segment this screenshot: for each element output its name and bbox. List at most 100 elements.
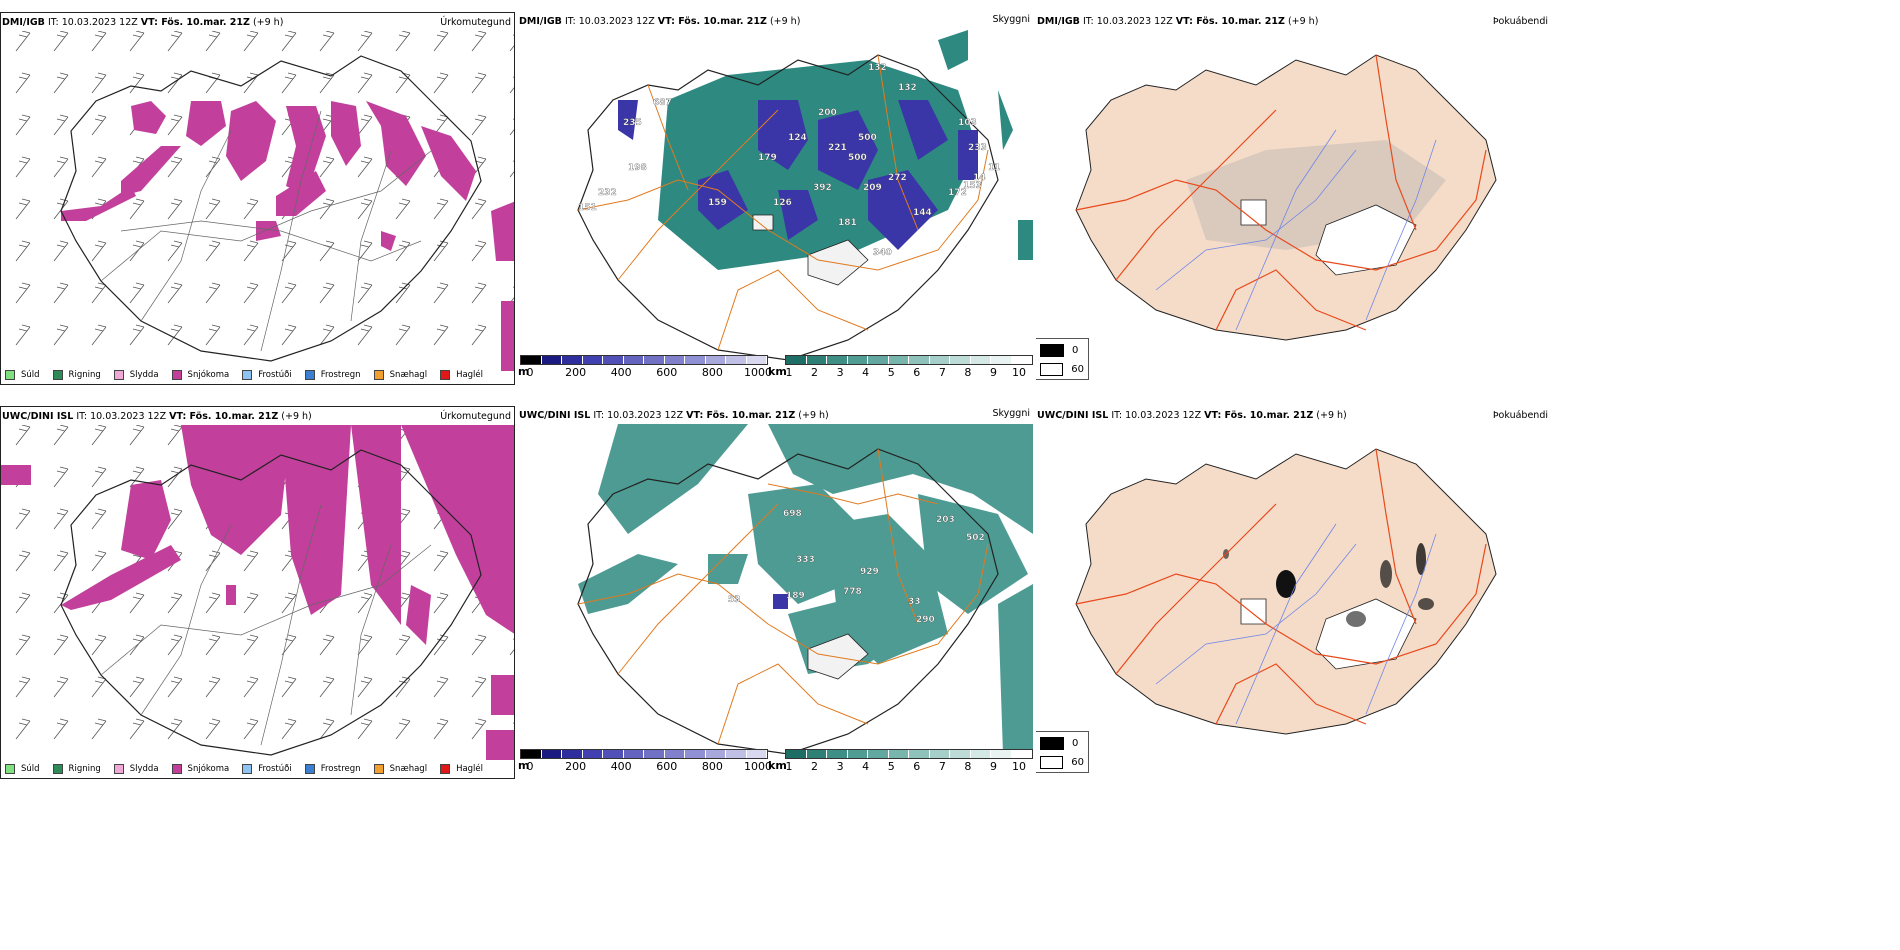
wind-barb bbox=[205, 324, 221, 346]
scale-color-step bbox=[685, 356, 706, 364]
wind-barb bbox=[129, 198, 145, 220]
wind-barb bbox=[129, 72, 145, 94]
scale-color-step bbox=[929, 356, 950, 364]
visibility-value-label: 33 bbox=[908, 597, 921, 607]
wind-barb bbox=[53, 282, 69, 304]
scale-tick-label: 5 bbox=[887, 366, 895, 379]
legend-swatch bbox=[304, 370, 315, 380]
legend-swatch bbox=[242, 764, 253, 774]
vis-scale-km-unit: km bbox=[768, 365, 787, 378]
legend-label: Slydda bbox=[129, 764, 159, 774]
wind-barb bbox=[281, 31, 297, 52]
legend-label: Frostregn bbox=[320, 370, 361, 380]
wind-barb bbox=[167, 718, 183, 740]
vis-scale-m-ticks: 0 200 400 600 800 1000 bbox=[520, 365, 773, 379]
fog-legend: 0 60 bbox=[1036, 338, 1089, 380]
vis-scale-m-bar bbox=[520, 355, 768, 365]
scale-color-step bbox=[562, 356, 583, 364]
wind-barb bbox=[53, 718, 69, 740]
wind-barb bbox=[395, 282, 411, 304]
wind-barb bbox=[15, 31, 31, 52]
legend-swatch bbox=[52, 764, 63, 774]
wind-barb bbox=[509, 286, 514, 304]
scale-tick-label: 2 bbox=[811, 760, 819, 773]
wind-barb bbox=[471, 198, 487, 220]
panel-title: DMI/IGB IT: 10.03.2023 12Z VT: Fös. 10.m… bbox=[2, 17, 284, 28]
fog-legend-row: 60 bbox=[1040, 361, 1084, 377]
scale-tick-label: 1 bbox=[785, 366, 793, 379]
scale-color-step bbox=[970, 356, 991, 364]
wind-barb bbox=[53, 425, 69, 446]
wind-barb bbox=[357, 324, 373, 346]
scale-tick-label: 1000 bbox=[744, 760, 772, 773]
scale-color-step bbox=[541, 750, 562, 758]
wind-barb bbox=[53, 676, 69, 698]
wind-barb bbox=[205, 550, 221, 572]
scale-color-step bbox=[806, 750, 827, 758]
wind-barb bbox=[91, 718, 107, 740]
fog-legend-label: 0 bbox=[1072, 344, 1079, 356]
visibility-value-label: 159 bbox=[708, 198, 727, 208]
visibility-value-label: 103 bbox=[958, 118, 977, 128]
fog-legend-swatch bbox=[1040, 343, 1064, 357]
legend-label: Súld bbox=[21, 370, 40, 380]
visibility-value-label: 14 bbox=[973, 173, 986, 183]
scale-tick-label: 0 bbox=[526, 366, 534, 379]
visibility-value-label: 11 bbox=[988, 163, 1001, 173]
legend-item: Haglél bbox=[440, 764, 483, 774]
scale-tick-label: 10 bbox=[1012, 366, 1026, 379]
wind-barb bbox=[53, 156, 69, 178]
wind-barb bbox=[129, 634, 145, 656]
scale-color-step bbox=[929, 750, 950, 758]
wind-barb bbox=[167, 240, 183, 262]
scale-tick-label: 3 bbox=[836, 366, 844, 379]
wind-barb bbox=[167, 425, 183, 446]
wind-barb bbox=[53, 31, 69, 52]
wind-barb bbox=[205, 676, 221, 698]
legend-item: Haglél bbox=[440, 370, 483, 380]
legend-label: Haglél bbox=[456, 764, 484, 774]
wind-barb bbox=[243, 282, 259, 304]
visibility-value-label: 200 bbox=[818, 108, 837, 118]
scale-tick-label: 6 bbox=[913, 366, 921, 379]
legend-swatch bbox=[304, 764, 315, 774]
scale-tick-label: 8 bbox=[964, 760, 972, 773]
scale-tick-label: 8 bbox=[964, 366, 972, 379]
wind-barb bbox=[357, 198, 373, 220]
wind-barb bbox=[205, 240, 221, 262]
wind-barb bbox=[319, 156, 335, 178]
wind-barb bbox=[243, 198, 259, 220]
scale-color-step bbox=[562, 750, 583, 758]
legend-label: Snæhagl bbox=[389, 764, 428, 774]
scale-color-step bbox=[705, 750, 726, 758]
wind-barb bbox=[319, 282, 335, 304]
legend-label: Rigning bbox=[68, 764, 101, 774]
wind-barb bbox=[319, 634, 335, 656]
wind-barb bbox=[357, 592, 373, 614]
visibility-value-labels: 698 333 203 502 929 778 33 290 53 189 bbox=[728, 509, 985, 625]
scale-tick-label: 800 bbox=[701, 760, 723, 773]
wind-barb bbox=[15, 718, 31, 740]
visibility-value-label: 179 bbox=[758, 153, 777, 163]
wind-barb bbox=[357, 156, 373, 178]
visibility-value-label: 126 bbox=[773, 198, 792, 208]
wind-barb bbox=[91, 156, 107, 178]
scale-tick-label: 0 bbox=[526, 760, 534, 773]
wind-barb bbox=[471, 72, 487, 94]
legend-label: Frostregn bbox=[320, 764, 361, 774]
scale-tick-label: 400 bbox=[610, 760, 632, 773]
wind-barb bbox=[167, 634, 183, 656]
precip-map-uwc bbox=[1, 425, 514, 760]
wind-barb bbox=[167, 156, 183, 178]
scale-tick-label: 3 bbox=[836, 760, 844, 773]
wind-barb bbox=[243, 324, 259, 346]
legend-label: Frostúði bbox=[258, 370, 292, 380]
fog-legend: 0 60 bbox=[1036, 731, 1089, 773]
scale-color-step bbox=[827, 750, 848, 758]
wind-barb bbox=[357, 634, 373, 656]
scale-color-step bbox=[644, 356, 665, 364]
wind-barb bbox=[129, 592, 145, 614]
wind-barb bbox=[15, 198, 31, 220]
vis-scale-m: 0 200 400 600 800 1000 bbox=[520, 355, 773, 381]
wind-barb bbox=[471, 282, 487, 304]
